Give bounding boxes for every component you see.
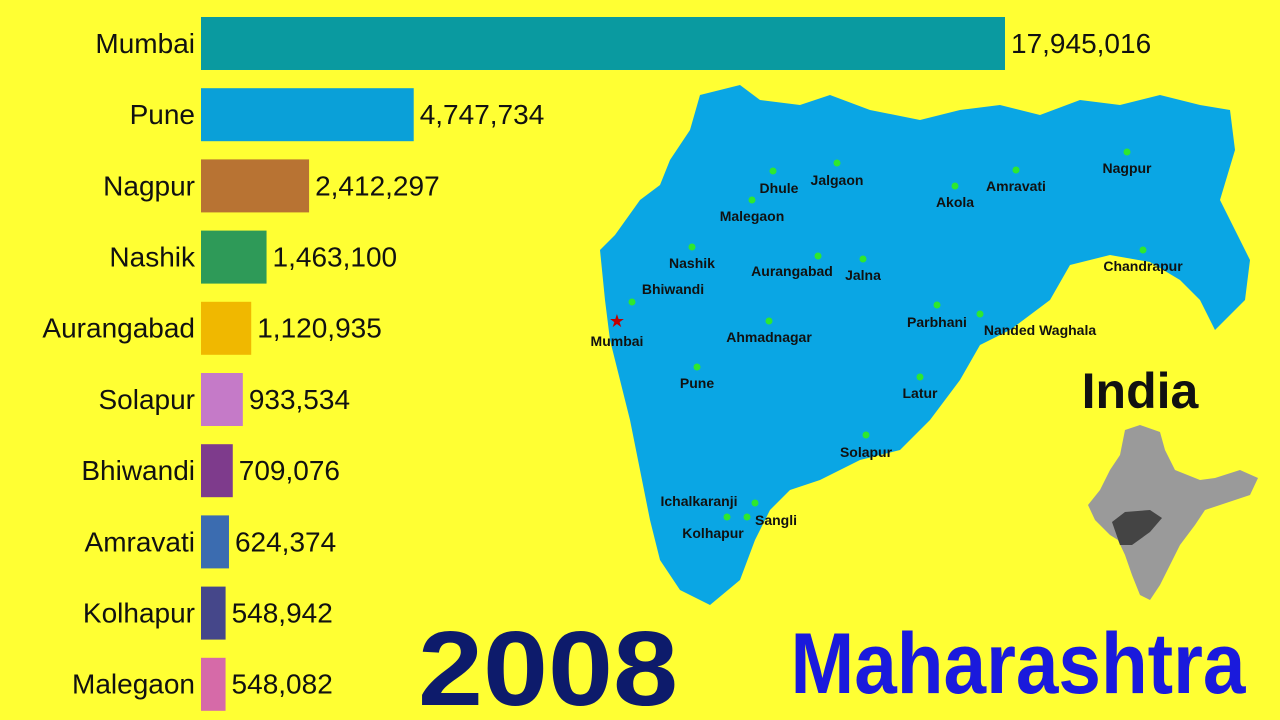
category-label: Pune bbox=[130, 99, 195, 130]
city-label: Pune bbox=[680, 375, 714, 391]
value-label: 624,374 bbox=[235, 526, 336, 557]
city-dot bbox=[833, 159, 841, 167]
bar bbox=[201, 444, 233, 498]
city-label: Nanded Waghala bbox=[984, 322, 1096, 338]
city-label: Nashik bbox=[669, 255, 715, 271]
bar bbox=[201, 515, 229, 569]
city-label: Solapur bbox=[840, 444, 893, 460]
bar bbox=[201, 230, 267, 284]
city-dot bbox=[748, 196, 756, 204]
city-label: Malegaon bbox=[720, 208, 785, 224]
category-label: Mumbai bbox=[95, 28, 195, 59]
city-label: Amravati bbox=[986, 178, 1046, 194]
value-label: 4,747,734 bbox=[420, 99, 545, 130]
value-label: 548,942 bbox=[232, 597, 333, 628]
maharashtra-map bbox=[600, 85, 1250, 605]
year-label: 2008 bbox=[418, 610, 678, 720]
city-dot bbox=[976, 310, 984, 318]
value-label: 17,945,016 bbox=[1011, 28, 1151, 59]
city-label: Mumbai bbox=[591, 333, 644, 349]
city-label: Dhule bbox=[760, 180, 799, 196]
value-label: 1,463,100 bbox=[273, 241, 398, 272]
category-label: Nashik bbox=[109, 241, 196, 272]
bar bbox=[201, 586, 226, 640]
category-label: Kolhapur bbox=[83, 597, 195, 628]
bar bbox=[201, 657, 226, 711]
city-label: Nagpur bbox=[1103, 160, 1153, 176]
city-dot bbox=[769, 167, 777, 175]
value-label: 2,412,297 bbox=[315, 170, 440, 201]
category-label: Aurangabad bbox=[42, 313, 195, 344]
city-dot bbox=[1123, 148, 1131, 156]
city-dot bbox=[688, 243, 696, 251]
city-dot bbox=[743, 513, 751, 521]
value-label: 933,534 bbox=[249, 384, 350, 415]
city-label: Latur bbox=[903, 385, 939, 401]
city-dot bbox=[814, 252, 822, 260]
city-dot bbox=[628, 298, 636, 306]
capital-star: ★ bbox=[609, 311, 625, 331]
city-dot bbox=[751, 499, 759, 507]
city-label: Sangli bbox=[755, 512, 797, 528]
category-label: Solapur bbox=[98, 384, 195, 415]
city-label: Bhiwandi bbox=[642, 281, 704, 297]
city-dot bbox=[723, 513, 731, 521]
value-label: 1,120,935 bbox=[257, 313, 382, 344]
maharashtra-inset bbox=[1112, 510, 1162, 545]
city-label: Jalna bbox=[845, 267, 881, 283]
value-label: 709,076 bbox=[239, 455, 340, 486]
category-label: Amravati bbox=[85, 526, 195, 557]
city-label: Jalgaon bbox=[811, 172, 864, 188]
city-dot bbox=[1139, 246, 1147, 254]
city-dot bbox=[765, 317, 773, 325]
category-label: Nagpur bbox=[103, 170, 195, 201]
bar bbox=[201, 17, 1005, 70]
city-dot bbox=[693, 363, 701, 371]
city-label: Parbhani bbox=[907, 314, 967, 330]
city-dot bbox=[933, 301, 941, 309]
subtitle: Maharashtra bbox=[791, 616, 1247, 712]
bar bbox=[201, 159, 310, 213]
city-label: Aurangabad bbox=[751, 263, 833, 279]
india-map bbox=[1088, 425, 1258, 600]
city-label: Akola bbox=[936, 194, 974, 210]
bar bbox=[201, 88, 414, 142]
city-label: Ichalkaranji bbox=[660, 493, 737, 509]
bar bbox=[201, 301, 252, 355]
city-label: Kolhapur bbox=[682, 525, 744, 541]
category-label: Bhiwandi bbox=[81, 455, 195, 486]
category-label: Malegaon bbox=[72, 669, 195, 700]
bar bbox=[201, 373, 243, 426]
value-label: 548,082 bbox=[232, 669, 333, 700]
inset-title: India bbox=[1082, 363, 1200, 419]
city-label: Chandrapur bbox=[1103, 258, 1183, 274]
city-dot bbox=[916, 373, 924, 381]
city-dot bbox=[951, 182, 959, 190]
city-label: Ahmadnagar bbox=[726, 329, 812, 345]
city-dot bbox=[862, 431, 870, 439]
city-dot bbox=[1012, 166, 1020, 174]
city-dot bbox=[859, 255, 867, 263]
